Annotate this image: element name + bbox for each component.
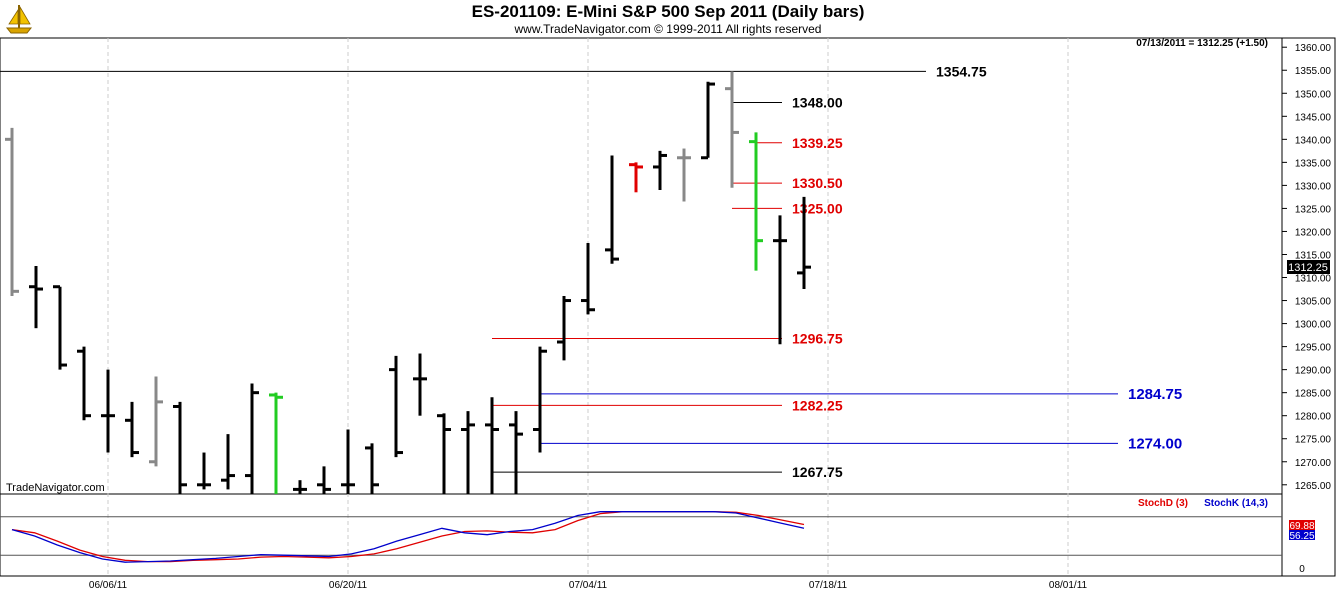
ohlc-bar bbox=[749, 132, 763, 271]
ohlc-bar bbox=[245, 383, 259, 494]
stoch-d-value: 69.88 bbox=[1289, 521, 1314, 532]
ohlc-bar bbox=[149, 376, 163, 467]
stoch-d-legend: StochD (3) bbox=[1138, 498, 1188, 509]
ohlc-bar bbox=[653, 150, 667, 190]
x-tick-label: 06/06/11 bbox=[89, 580, 128, 591]
stoch-series-line bbox=[11, 511, 805, 563]
ohlc-bars bbox=[5, 71, 811, 494]
ohlc-bar bbox=[5, 127, 19, 296]
level-label: 1354.75 bbox=[936, 63, 987, 79]
ohlc-bar bbox=[293, 480, 307, 494]
level-label: 1348.00 bbox=[792, 94, 843, 110]
y-tick-label: 1335.00 bbox=[1295, 158, 1332, 169]
level-label: 1325.00 bbox=[792, 200, 843, 216]
ohlc-bar bbox=[581, 242, 595, 315]
ohlc-bar bbox=[101, 369, 115, 453]
y-tick-label: 1285.00 bbox=[1295, 389, 1332, 400]
ohlc-bar bbox=[269, 392, 283, 494]
y-tick-label: 1320.00 bbox=[1295, 227, 1332, 238]
stoch-reference-lines bbox=[0, 516, 1282, 556]
ohlc-bar bbox=[533, 346, 547, 453]
ohlc-bar bbox=[173, 401, 187, 494]
level-label: 1267.75 bbox=[792, 464, 843, 480]
last-price-tag-label: 1312.25 bbox=[1288, 262, 1328, 274]
stoch-series-line bbox=[11, 511, 805, 563]
axis-labels: 06/06/11 06/20/11 07/04/11 07/18/11 08/01/11… bbox=[89, 43, 1332, 591]
price-levels: 1354.75 1348.00 1339.25 1330.50 1325.00 1296.… bbox=[0, 63, 1182, 480]
ohlc-bar bbox=[389, 355, 403, 458]
y-tick-label: 1270.00 bbox=[1295, 458, 1332, 469]
ohlc-bar bbox=[509, 411, 523, 494]
y-tick-label: 1345.00 bbox=[1295, 112, 1332, 123]
y-tick-label: 1290.00 bbox=[1295, 366, 1332, 377]
price-axis-frame bbox=[1281, 37, 1336, 577]
watermark-text: TradeNavigator.com bbox=[6, 482, 105, 494]
ohlc-bar bbox=[797, 196, 811, 290]
ohlc-bar bbox=[341, 429, 355, 494]
level-label: 1282.25 bbox=[792, 397, 843, 413]
y-tick-label: 1330.00 bbox=[1295, 181, 1332, 192]
ohlc-bar bbox=[221, 434, 235, 490]
ohlc-bar bbox=[413, 353, 427, 416]
ohlc-bar bbox=[197, 452, 211, 490]
x-tick-label: 07/04/11 bbox=[569, 580, 608, 591]
x-tick-label: 08/01/11 bbox=[1049, 580, 1088, 591]
ohlc-bar bbox=[461, 411, 475, 494]
ohlc-bar bbox=[365, 443, 379, 494]
y-tick-label: 1315.00 bbox=[1295, 250, 1332, 261]
y-tick-label: 1295.00 bbox=[1295, 343, 1332, 354]
ohlc-bar bbox=[701, 81, 715, 160]
level-label: 1330.50 bbox=[792, 175, 843, 191]
ohlc-bar bbox=[125, 401, 139, 458]
level-label: 1339.25 bbox=[792, 135, 843, 151]
level-label: 1296.75 bbox=[792, 331, 843, 347]
ohlc-bar bbox=[437, 413, 451, 494]
stoch-k-legend: StochK (14,3) bbox=[1204, 498, 1268, 509]
ohlc-bar bbox=[629, 162, 643, 193]
price-panel-frame bbox=[0, 37, 1283, 495]
y-tick-label: 1300.00 bbox=[1295, 320, 1332, 331]
x-tick-label: 06/20/11 bbox=[329, 580, 368, 591]
y-tick-label: 1280.00 bbox=[1295, 412, 1332, 423]
ohlc-bar bbox=[557, 295, 571, 361]
y-tick-label: 1355.00 bbox=[1295, 66, 1332, 77]
last-price-tag: 1312.25 bbox=[1287, 260, 1330, 274]
trade-navigator-ship-logo-icon bbox=[4, 2, 34, 34]
stoch-lines bbox=[11, 511, 805, 563]
y-tick-label: 1340.00 bbox=[1295, 135, 1332, 146]
y-tick-label: 1325.00 bbox=[1295, 204, 1332, 215]
ohlc-bar bbox=[29, 266, 43, 329]
level-label: 1274.00 bbox=[1128, 435, 1182, 452]
ohlc-bar bbox=[317, 466, 331, 494]
ohlc-bar bbox=[773, 215, 787, 345]
stoch-k-value: 56.25 bbox=[1289, 531, 1314, 542]
stoch-panel-frame bbox=[0, 493, 1283, 577]
y-tick-label: 1360.00 bbox=[1295, 43, 1332, 54]
last-quote-readout: 07/13/2011 = 1312.25 (+1.50) bbox=[1136, 38, 1268, 49]
y-tick-label: 1310.00 bbox=[1295, 274, 1332, 285]
ohlc-bar bbox=[53, 285, 67, 370]
stoch-y-tick-label: 0 bbox=[1299, 564, 1305, 575]
y-tick-label: 1265.00 bbox=[1295, 481, 1332, 492]
y-tick-label: 1305.00 bbox=[1295, 297, 1332, 308]
ohlc-bar bbox=[725, 71, 739, 188]
y-tick-label: 1350.00 bbox=[1295, 89, 1332, 100]
y-tick-label: 1275.00 bbox=[1295, 435, 1332, 446]
ohlc-bar bbox=[77, 346, 91, 421]
ohlc-bar bbox=[605, 155, 619, 264]
copyright-subtitle: www.TradeNavigator.com © 1999-2011 All r… bbox=[514, 22, 822, 36]
ohlc-bar bbox=[677, 148, 691, 202]
x-tick-label: 07/18/11 bbox=[809, 580, 848, 591]
level-label: 1284.75 bbox=[1128, 386, 1182, 403]
stoch-value-tags: 69.88 56.25 bbox=[1289, 520, 1315, 542]
ohlc-bar bbox=[485, 397, 499, 494]
chart-title: ES-201109: E-Mini S&P 500 Sep 2011 (Dail… bbox=[471, 2, 865, 21]
